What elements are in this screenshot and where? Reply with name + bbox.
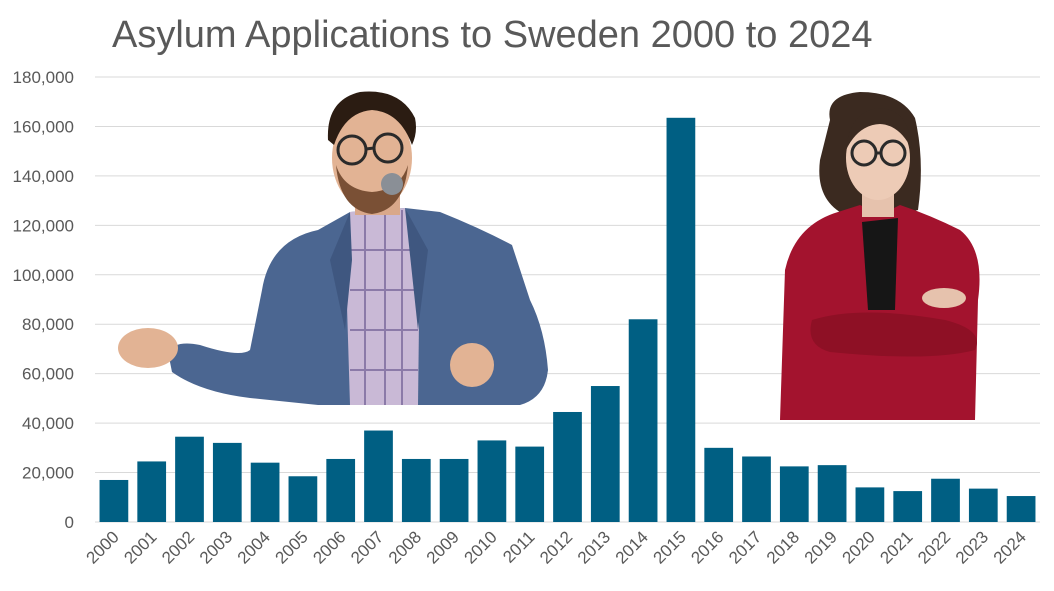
right-hand bbox=[450, 343, 494, 387]
bar-2015 bbox=[666, 117, 696, 523]
bar-2010 bbox=[477, 440, 507, 522]
x-tick-label: 2008 bbox=[385, 527, 425, 567]
beard bbox=[336, 165, 408, 214]
y-tick-label: 160,000 bbox=[13, 117, 74, 136]
x-tick-label: 2004 bbox=[234, 527, 274, 567]
glasses-lens bbox=[336, 134, 368, 166]
jacket-lapel bbox=[330, 212, 352, 330]
x-tick-label: 2000 bbox=[83, 527, 123, 567]
y-tick-label: 180,000 bbox=[13, 68, 74, 87]
y-tick-label: 20,000 bbox=[22, 464, 74, 483]
chart-title: Asylum Applications to Sweden 2000 to 20… bbox=[112, 14, 873, 56]
hair-fringe bbox=[846, 108, 912, 150]
x-tick-label: 2001 bbox=[120, 527, 160, 567]
x-tick-label: 2011 bbox=[499, 527, 538, 566]
x-tick-label: 2009 bbox=[423, 527, 463, 567]
bar-2004 bbox=[250, 462, 280, 522]
bar-2007 bbox=[364, 430, 393, 522]
bar-2003 bbox=[212, 442, 242, 522]
x-tick-label: 2020 bbox=[839, 527, 879, 567]
x-tick-label: 2013 bbox=[574, 527, 614, 567]
y-tick-label: 60,000 bbox=[22, 365, 74, 384]
jacket-lapel bbox=[405, 208, 428, 330]
bar-2014 bbox=[628, 319, 658, 522]
y-tick-label: 140,000 bbox=[13, 167, 74, 186]
bar-2020 bbox=[855, 487, 885, 522]
bar-2021 bbox=[893, 491, 923, 522]
x-tick-label: 2010 bbox=[461, 527, 501, 567]
x-tick-label: 2007 bbox=[347, 527, 387, 567]
bar-2000 bbox=[99, 479, 129, 522]
bar-2009 bbox=[439, 458, 469, 522]
x-tick-label: 2017 bbox=[725, 527, 765, 567]
bar-2006 bbox=[326, 458, 356, 522]
x-tick-label: 2022 bbox=[914, 527, 954, 567]
x-tick-label: 2012 bbox=[536, 527, 576, 567]
bar-2024 bbox=[1006, 496, 1036, 522]
x-tick-label: 2016 bbox=[687, 527, 727, 567]
man-in-blue-suit-photo bbox=[118, 91, 548, 405]
headset-microphone bbox=[381, 173, 403, 195]
hand bbox=[922, 288, 966, 308]
black-top bbox=[862, 218, 898, 310]
x-tick-label: 2024 bbox=[990, 527, 1030, 567]
x-axis-tick-labels: 2000200120022003200420052006200720082009… bbox=[83, 527, 1030, 567]
bar-2013 bbox=[590, 386, 620, 522]
x-tick-label: 2002 bbox=[158, 527, 198, 567]
x-tick-label: 2018 bbox=[763, 527, 803, 567]
crossed-arms bbox=[810, 312, 977, 357]
bar-2022 bbox=[931, 478, 960, 522]
x-tick-label: 2021 bbox=[876, 527, 916, 567]
y-axis-tick-labels: 0 20,000 40,000 60,000 80,000 100,000 120,000 1… bbox=[13, 68, 74, 532]
x-tick-label: 2014 bbox=[612, 527, 652, 567]
red-blazer bbox=[780, 205, 980, 420]
hair bbox=[327, 91, 416, 145]
x-tick-label: 2006 bbox=[309, 527, 349, 567]
left-hand bbox=[118, 328, 178, 368]
bar-2023 bbox=[968, 488, 998, 522]
y-tick-label: 100,000 bbox=[13, 266, 74, 285]
bar-2012 bbox=[553, 411, 582, 522]
bars bbox=[99, 117, 1036, 523]
bar-2005 bbox=[288, 476, 318, 522]
x-tick-label: 2005 bbox=[272, 527, 312, 567]
bar-2019 bbox=[817, 465, 847, 522]
x-tick-label: 2023 bbox=[952, 527, 992, 567]
bar-2016 bbox=[704, 447, 734, 522]
y-tick-label: 120,000 bbox=[13, 216, 74, 235]
woman-in-red-blazer-photo bbox=[780, 92, 980, 420]
head bbox=[846, 116, 910, 200]
bar-2002 bbox=[175, 436, 204, 522]
y-tick-label: 0 bbox=[65, 513, 74, 532]
bar-2011 bbox=[515, 446, 545, 522]
y-tick-label: 80,000 bbox=[22, 315, 74, 334]
bar-2017 bbox=[742, 456, 771, 522]
bar-2001 bbox=[137, 461, 167, 522]
bar-2008 bbox=[401, 458, 431, 522]
x-tick-label: 2003 bbox=[196, 527, 236, 567]
x-tick-label: 2019 bbox=[801, 527, 841, 567]
bar-2018 bbox=[779, 466, 809, 522]
x-tick-label: 2015 bbox=[650, 527, 690, 567]
y-tick-label: 40,000 bbox=[22, 414, 74, 433]
